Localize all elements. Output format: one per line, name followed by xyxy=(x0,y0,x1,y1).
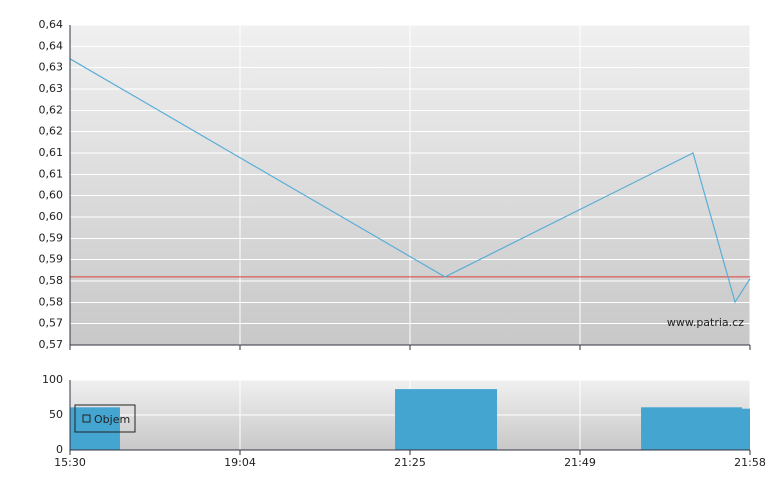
volume-bar xyxy=(70,407,120,450)
y-tick-label: 0,62 xyxy=(39,103,64,116)
x-tick-label: 21:25 xyxy=(394,456,426,469)
x-tick-label: 21:58 xyxy=(734,456,766,469)
y-tick-label: 0,61 xyxy=(39,146,64,159)
y-tick-label: 0,57 xyxy=(39,317,64,330)
legend-box xyxy=(74,404,136,433)
y-tick-label: 0,61 xyxy=(39,167,64,180)
y-tick-label: 0,60 xyxy=(39,210,64,223)
legend-label: Objem xyxy=(94,413,130,426)
y-tick-label: 0,62 xyxy=(39,125,64,138)
legend-swatch xyxy=(82,414,91,423)
price-line xyxy=(69,58,751,304)
y-tick-label: 0,58 xyxy=(39,295,64,308)
y-tick-label: 0,57 xyxy=(39,338,64,351)
watermark: www.patria.cz xyxy=(667,316,744,329)
x-tick-label: 15:30 xyxy=(54,456,86,469)
volume-bar xyxy=(395,389,498,450)
volume-bar xyxy=(742,408,750,450)
y-tick-label: 0 xyxy=(56,443,63,456)
y-tick-label: 0,59 xyxy=(39,253,64,266)
y-tick-label: 0,59 xyxy=(39,231,64,244)
volume-bar xyxy=(641,407,743,450)
y-tick-label: 0,63 xyxy=(39,61,64,74)
y-tick-label: 100 xyxy=(42,373,63,386)
x-tick-label: 21:49 xyxy=(564,456,596,469)
y-tick-label: 0,64 xyxy=(39,18,64,31)
y-tick-label: 50 xyxy=(49,408,63,421)
y-tick-label: 0,64 xyxy=(39,39,64,52)
y-tick-label: 0,58 xyxy=(39,274,64,287)
x-tick-label: 19:04 xyxy=(224,456,256,469)
y-tick-label: 0,60 xyxy=(39,189,64,202)
y-tick-label: 0,63 xyxy=(39,82,64,95)
